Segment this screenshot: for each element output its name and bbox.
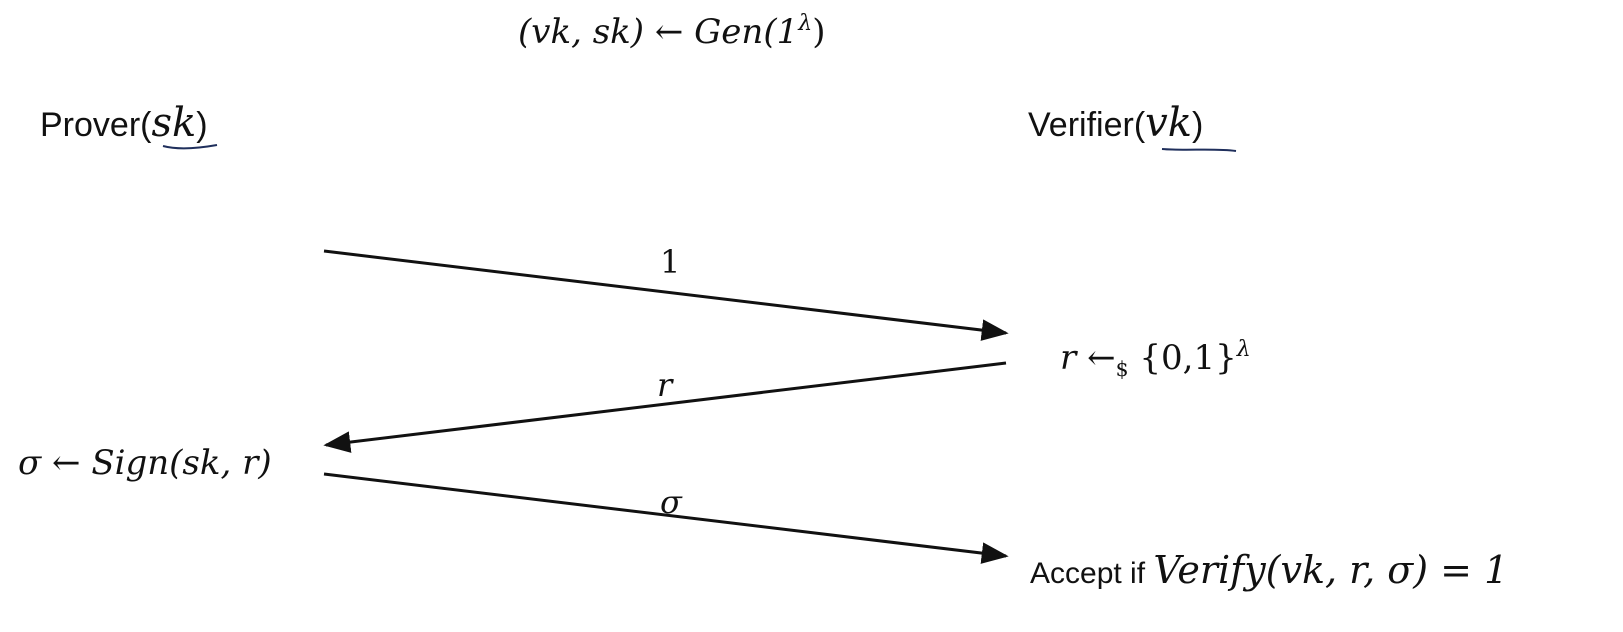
message-arrow-1 bbox=[323, 249, 1009, 341]
signing-step: σ ← Sign(sk, r) bbox=[18, 443, 272, 483]
acceptance-condition: Accept if Verify(vk, r, σ) = 1 bbox=[1030, 548, 1508, 592]
key-generation: (vk, sk) ← Gen(1λ) bbox=[518, 12, 826, 52]
prover-header: Prover(sk) bbox=[40, 100, 208, 146]
message-arrow-r bbox=[323, 361, 1007, 453]
verifier-name: Verifier( bbox=[1028, 106, 1146, 144]
verify-expression: Verify(vk, r, σ) = 1 bbox=[1153, 548, 1509, 592]
message-label-1: 1 bbox=[660, 243, 681, 281]
verifier-key: vk bbox=[1145, 100, 1192, 146]
assign-arrow: ← bbox=[654, 12, 684, 52]
prover-name: Prover( bbox=[40, 106, 152, 144]
verifier-close: ) bbox=[1191, 106, 1204, 144]
gen-close: ) bbox=[812, 12, 826, 52]
prover-close: ) bbox=[196, 106, 208, 144]
bit-set: {0,1} bbox=[1139, 338, 1237, 378]
sample-arrow: ← bbox=[1087, 338, 1116, 378]
challenge-sampling: r ←$ {0,1}λ bbox=[1060, 335, 1251, 382]
accept-prefix: Accept if bbox=[1030, 557, 1154, 590]
prover-secret-key: sk bbox=[151, 100, 197, 146]
message-arrow-sigma bbox=[323, 472, 1009, 564]
sk-underline bbox=[162, 144, 218, 150]
key-pair: (vk, sk) bbox=[518, 12, 645, 52]
gen-function: Gen(1 bbox=[694, 12, 799, 52]
security-parameter: λ bbox=[798, 9, 813, 36]
verifier-header: Verifier(vk) bbox=[1028, 100, 1203, 146]
random-symbol: $ bbox=[1115, 357, 1129, 382]
message-label-sigma: σ bbox=[660, 483, 682, 521]
message-label-r: r bbox=[657, 366, 673, 404]
challenge-length: λ bbox=[1236, 335, 1251, 362]
challenge-var: r bbox=[1060, 338, 1077, 378]
vk-underline bbox=[1161, 148, 1237, 152]
